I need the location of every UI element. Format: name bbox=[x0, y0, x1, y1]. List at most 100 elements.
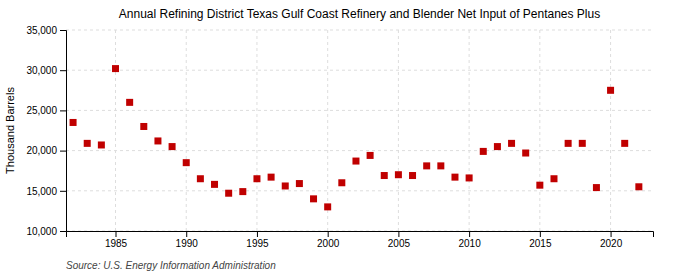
x-tick-mark bbox=[611, 231, 612, 237]
y-tick-mark bbox=[60, 151, 66, 152]
x-tick-label: 2015 bbox=[529, 238, 552, 249]
x-axis-line bbox=[67, 232, 654, 238]
y-axis: 10,000 15,000 20,000 25,000 30,000 35,000 bbox=[26, 25, 66, 237]
grid-line-x bbox=[539, 30, 540, 231]
x-tick-label: 1990 bbox=[176, 238, 199, 249]
point bbox=[451, 174, 458, 181]
x-tick-mark bbox=[257, 231, 258, 237]
grid-line-x bbox=[186, 30, 187, 231]
y-tick-mark bbox=[60, 110, 66, 111]
y-tick: 20,000 bbox=[26, 145, 66, 156]
x-tick-label: 1995 bbox=[246, 238, 269, 249]
point bbox=[126, 99, 133, 106]
y-tick-label: 35,000 bbox=[26, 25, 57, 36]
grid-line-x bbox=[115, 30, 116, 231]
point bbox=[282, 182, 289, 189]
point bbox=[296, 180, 303, 187]
x-tick-mark bbox=[328, 231, 329, 237]
grid-line-x bbox=[327, 30, 328, 231]
grid bbox=[66, 30, 653, 231]
y-tick: 30,000 bbox=[26, 65, 66, 76]
point bbox=[522, 150, 529, 157]
point bbox=[211, 181, 218, 188]
point bbox=[395, 171, 402, 178]
grid-line-x bbox=[610, 30, 611, 231]
point bbox=[480, 148, 487, 155]
y-tick: 15,000 bbox=[26, 186, 66, 197]
point bbox=[635, 183, 642, 190]
point bbox=[437, 162, 444, 169]
y-tick: 25,000 bbox=[26, 105, 66, 116]
point bbox=[70, 119, 77, 126]
y-tick-label: 20,000 bbox=[26, 145, 57, 156]
y-tick-mark bbox=[60, 191, 66, 192]
point bbox=[593, 184, 600, 191]
point bbox=[169, 143, 176, 150]
x-tick: 1995 bbox=[246, 231, 269, 249]
point bbox=[112, 65, 119, 72]
y-tick: 35,000 bbox=[26, 25, 66, 36]
x-tick-mark bbox=[186, 231, 187, 237]
point bbox=[621, 140, 628, 147]
title: Annual Refining District Texas Gulf Coas… bbox=[119, 7, 600, 21]
point bbox=[607, 87, 614, 94]
x-tick: 2020 bbox=[600, 231, 623, 249]
grid-line-y bbox=[66, 190, 653, 191]
plot: 1985 1990 1995 2000 2005 2010 2015 2020 10,000 15… bbox=[26, 25, 653, 249]
x-tick-label: 2005 bbox=[388, 238, 411, 249]
x-tick: 2000 bbox=[317, 231, 340, 249]
x-tick-label: 2010 bbox=[458, 238, 481, 249]
y-tick-label: 25,000 bbox=[26, 105, 57, 116]
point bbox=[239, 188, 246, 195]
x-tick-label: 2000 bbox=[317, 238, 340, 249]
x-tick: 2010 bbox=[458, 231, 481, 249]
point bbox=[253, 175, 260, 182]
y-tick-mark bbox=[60, 231, 66, 232]
point bbox=[536, 182, 543, 189]
grid-line-x bbox=[469, 30, 470, 231]
point bbox=[154, 137, 161, 144]
grid-line-y bbox=[66, 110, 653, 111]
x-tick-label: 2020 bbox=[600, 238, 623, 249]
chart: 1985 1990 1995 2000 2005 2010 2015 2020 10,000 15… bbox=[0, 0, 675, 275]
point bbox=[550, 175, 557, 182]
x-tick: 2015 bbox=[529, 231, 552, 249]
y-tick: 10,000 bbox=[26, 226, 66, 237]
point bbox=[494, 143, 501, 150]
y-axis-title: Thousand Barrels bbox=[4, 87, 16, 174]
point bbox=[565, 140, 572, 147]
point bbox=[466, 174, 473, 181]
point bbox=[324, 203, 331, 210]
point bbox=[352, 158, 359, 165]
grid-line-y bbox=[66, 30, 653, 31]
point bbox=[225, 190, 232, 197]
point bbox=[140, 123, 147, 130]
point bbox=[423, 162, 430, 169]
grid-line-x bbox=[398, 30, 399, 231]
x-tick-mark bbox=[116, 231, 117, 237]
grid-line-y bbox=[66, 70, 653, 71]
x-tick-mark bbox=[540, 231, 541, 237]
point bbox=[268, 174, 275, 181]
x-axis: 1985 1990 1995 2000 2005 2010 2015 2020 bbox=[67, 231, 654, 249]
point bbox=[197, 175, 204, 182]
y-tick-label: 10,000 bbox=[26, 226, 57, 237]
point bbox=[381, 172, 388, 179]
grid-line-y bbox=[66, 150, 653, 151]
point bbox=[84, 140, 91, 147]
y-tick-mark bbox=[60, 30, 66, 31]
y-tick-label: 30,000 bbox=[26, 65, 57, 76]
x-tick-label: 1985 bbox=[105, 238, 128, 249]
point bbox=[508, 140, 515, 147]
point bbox=[310, 195, 317, 202]
x-tick: 1985 bbox=[105, 231, 128, 249]
x-tick: 2005 bbox=[388, 231, 411, 249]
y-tick-label: 15,000 bbox=[26, 186, 57, 197]
x-tick: 1990 bbox=[176, 231, 199, 249]
point bbox=[98, 141, 105, 148]
point bbox=[338, 179, 345, 186]
y-tick-mark bbox=[60, 70, 66, 71]
grid-line-x bbox=[256, 30, 257, 231]
points bbox=[70, 65, 643, 210]
point bbox=[367, 152, 374, 159]
